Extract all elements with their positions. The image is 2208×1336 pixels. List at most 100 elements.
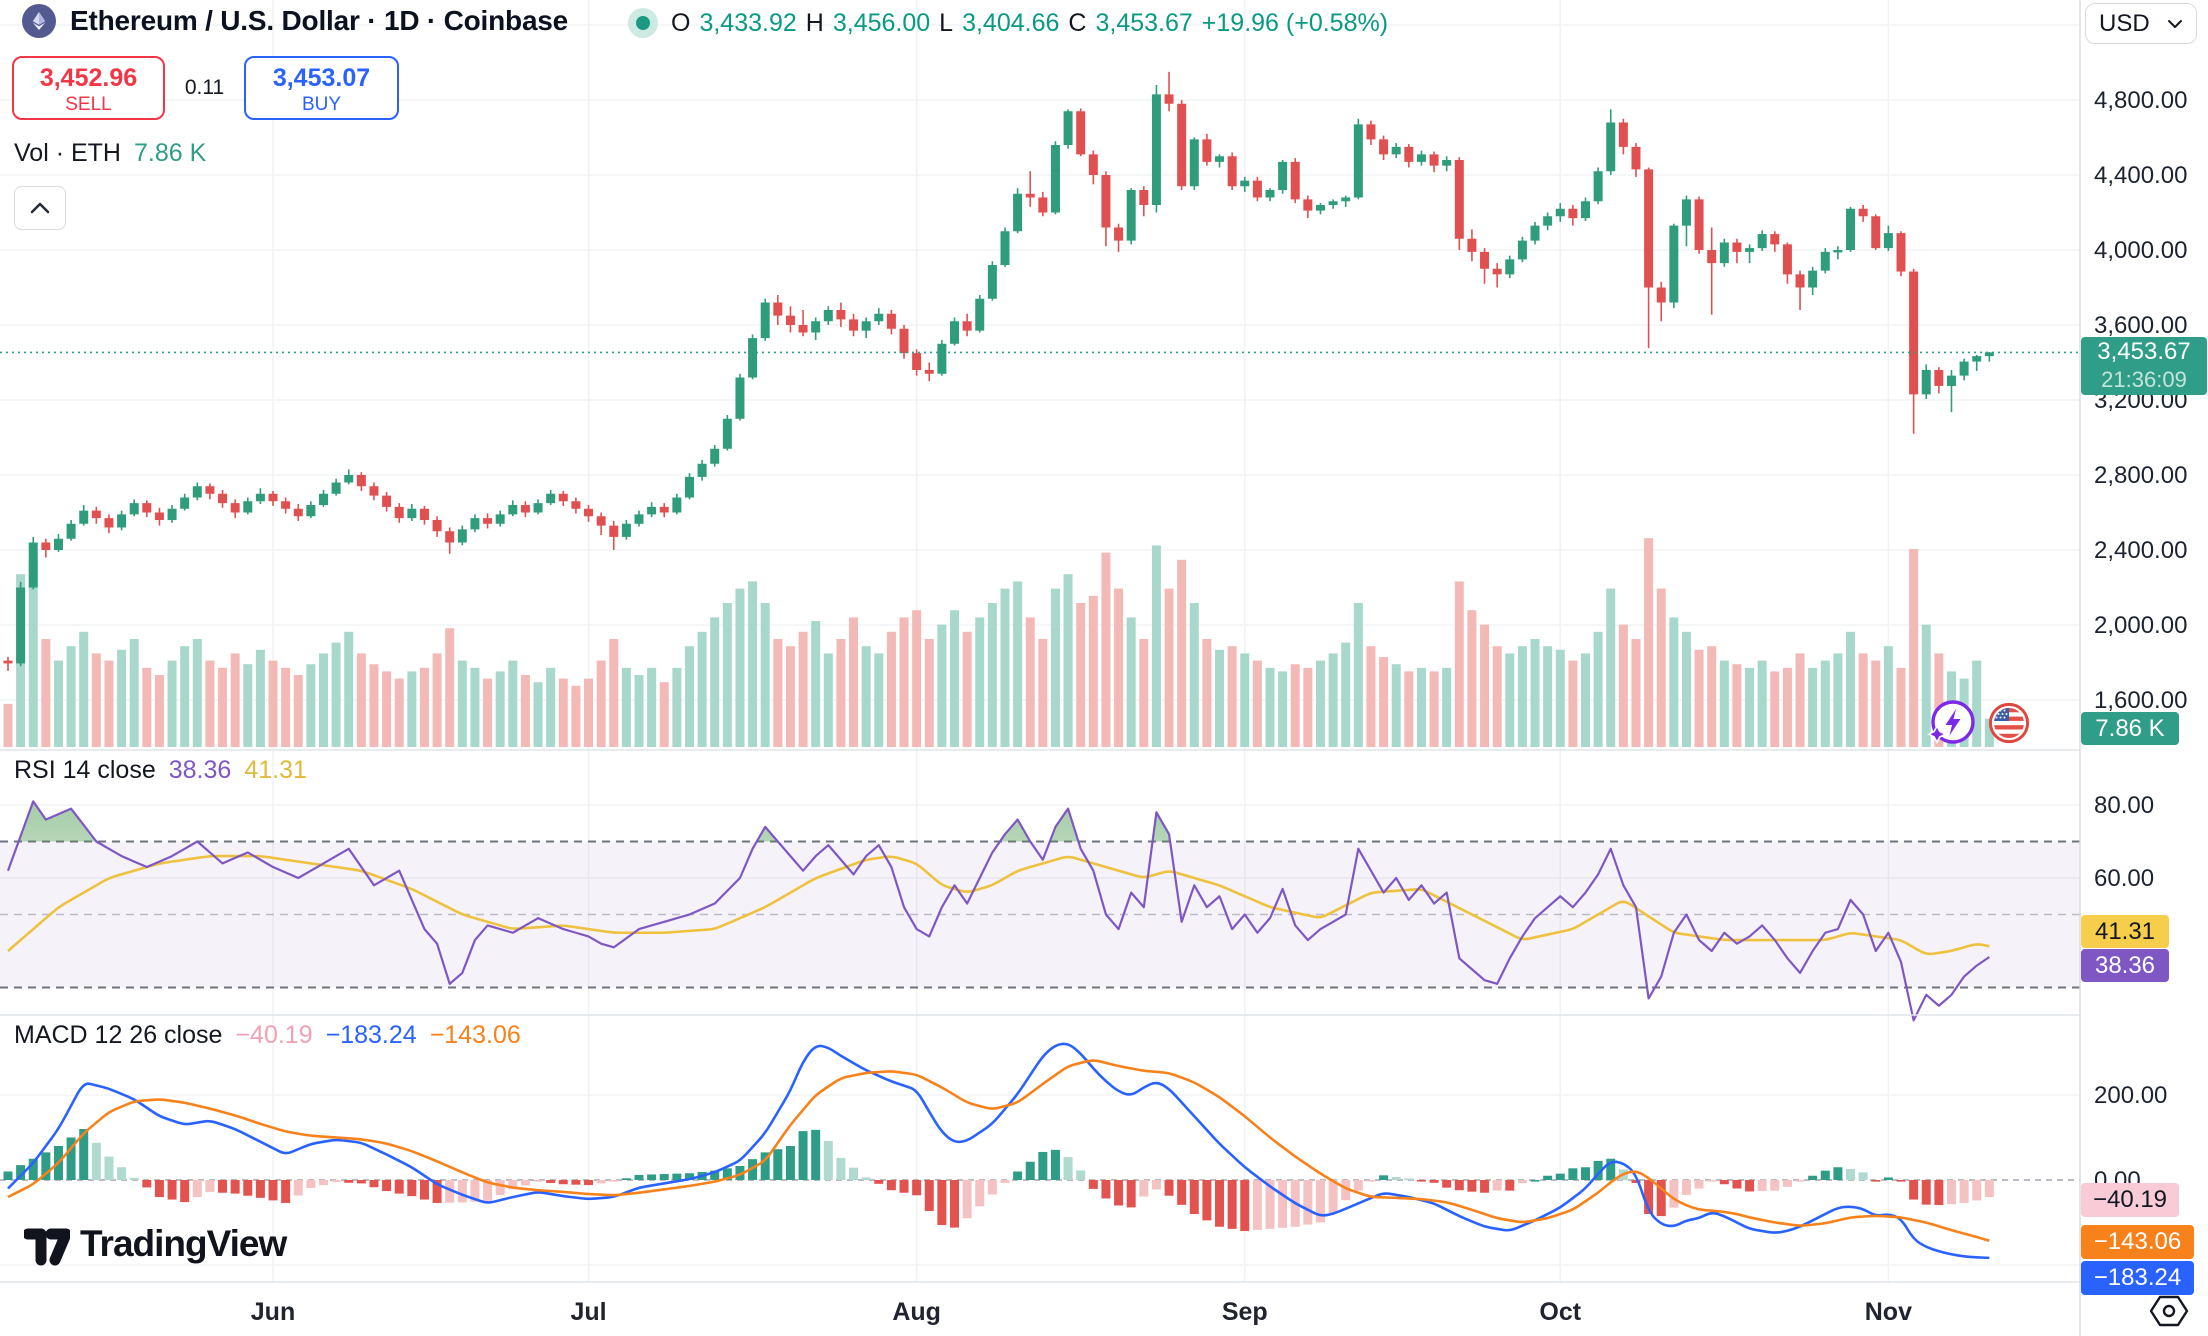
candle bbox=[243, 501, 253, 513]
macd-histogram-bar bbox=[735, 1165, 745, 1180]
symbol-header[interactable]: Ethereum / U.S. Dollar · 1D · Coinbase bbox=[22, 4, 568, 38]
sell-button[interactable]: 3,452.96 SELL bbox=[12, 56, 165, 120]
volume-bar bbox=[1303, 667, 1313, 747]
time-axis-settings-button[interactable] bbox=[2146, 1291, 2192, 1336]
macd-histogram-bar bbox=[1795, 1180, 1805, 1182]
tradingview-logo[interactable]: TradingView bbox=[24, 1222, 287, 1266]
time-axis-month-label[interactable]: Aug bbox=[892, 1298, 941, 1326]
volume-bar bbox=[319, 653, 328, 747]
macd-histogram-bar bbox=[1151, 1180, 1161, 1190]
volume-bar bbox=[1921, 624, 1931, 747]
volume-bar bbox=[748, 581, 758, 747]
candle bbox=[255, 493, 265, 502]
macd-histogram-bar bbox=[1631, 1180, 1641, 1183]
macd-histogram-bar bbox=[1278, 1180, 1288, 1228]
volume-bar bbox=[1063, 574, 1073, 747]
volume-bar bbox=[899, 617, 909, 747]
macd-histogram-bar bbox=[382, 1180, 392, 1192]
volume-bar bbox=[1353, 603, 1363, 747]
macd-histogram-bar bbox=[836, 1157, 846, 1180]
candle bbox=[558, 493, 568, 502]
macd-histogram-bar bbox=[1946, 1180, 1956, 1205]
volume-bar bbox=[735, 588, 745, 747]
macd-histogram-bar bbox=[281, 1180, 291, 1203]
time-axis-month-label[interactable]: Sep bbox=[1222, 1298, 1268, 1326]
rsi-line bbox=[6, 800, 1990, 1022]
flash-trade-icon[interactable] bbox=[1925, 696, 1979, 755]
buy-button[interactable]: 3,453.07 BUY bbox=[244, 56, 399, 120]
candle bbox=[886, 313, 896, 329]
candle bbox=[1543, 216, 1553, 226]
candle bbox=[319, 493, 328, 505]
macd-hist-axis-label: −40.19 bbox=[2081, 1183, 2179, 1217]
candle bbox=[1593, 171, 1603, 202]
macd-histogram-bar bbox=[1442, 1180, 1452, 1188]
volume-bar bbox=[344, 631, 354, 747]
candle bbox=[230, 503, 240, 513]
volume-bar bbox=[659, 682, 669, 747]
volume-bar bbox=[533, 682, 543, 747]
volume-bar bbox=[722, 603, 732, 747]
macd-histogram-bar bbox=[205, 1180, 215, 1192]
volume-bar bbox=[41, 639, 51, 747]
candle bbox=[1215, 156, 1225, 162]
candle bbox=[3, 660, 13, 664]
macd-histogram-bar bbox=[886, 1180, 896, 1191]
currency-value: USD bbox=[2099, 9, 2150, 37]
candle bbox=[647, 506, 657, 515]
time-axis-month-label[interactable]: Oct bbox=[1539, 1298, 1581, 1326]
macd-histogram-bar bbox=[1555, 1173, 1565, 1180]
volume-bar bbox=[1568, 660, 1578, 747]
collapse-pane-button[interactable] bbox=[14, 186, 66, 230]
us-flag-icon[interactable] bbox=[1987, 701, 2031, 750]
macd-histogram-bar bbox=[1315, 1180, 1325, 1223]
volume-legend[interactable]: Vol · ETH 7.86 K bbox=[14, 139, 206, 168]
volume-bar bbox=[1391, 664, 1401, 747]
candle bbox=[836, 310, 846, 320]
candle bbox=[432, 520, 442, 532]
candle bbox=[1896, 233, 1906, 272]
candle bbox=[1303, 199, 1313, 211]
macd-histogram-bar bbox=[419, 1180, 429, 1200]
macd-histogram-bar bbox=[394, 1180, 404, 1194]
macd-histogram-bar bbox=[1480, 1180, 1490, 1193]
macd-legend[interactable]: MACD 12 26 close −40.19 −183.24 −143.06 bbox=[14, 1021, 521, 1050]
volume-bar bbox=[432, 653, 442, 747]
price-axis[interactable] bbox=[2080, 0, 2208, 1336]
macd-histogram-bar bbox=[975, 1180, 985, 1207]
time-axis-month-label[interactable]: Jul bbox=[570, 1298, 606, 1326]
volume-bar bbox=[836, 639, 846, 747]
volume-bar bbox=[1050, 588, 1060, 747]
currency-dropdown[interactable]: USD bbox=[2085, 3, 2197, 44]
candle bbox=[1353, 124, 1363, 198]
volume-bar bbox=[1114, 588, 1124, 747]
candle bbox=[369, 486, 379, 496]
macd-histogram-bar bbox=[659, 1174, 669, 1180]
time-axis-month-label[interactable]: Jun bbox=[251, 1298, 295, 1326]
close-label: C bbox=[1068, 8, 1087, 37]
candle bbox=[1480, 251, 1490, 269]
candle bbox=[1391, 146, 1401, 155]
candle bbox=[1000, 231, 1010, 265]
candle bbox=[293, 508, 303, 517]
volume-bar bbox=[1896, 667, 1906, 747]
volume-bar bbox=[1732, 664, 1742, 747]
volume-bar bbox=[962, 631, 972, 747]
candle bbox=[1909, 271, 1919, 395]
volume-bar bbox=[823, 653, 833, 747]
macd-signal-value: −143.06 bbox=[429, 1021, 521, 1049]
macd-histogram-bar bbox=[1189, 1180, 1199, 1214]
volume-bar bbox=[1530, 639, 1540, 747]
macd-histogram-bar bbox=[1114, 1180, 1124, 1206]
macd-histogram-bar bbox=[28, 1158, 38, 1180]
macd-histogram-bar bbox=[470, 1180, 480, 1202]
candle bbox=[710, 448, 720, 464]
volume-bar bbox=[647, 667, 657, 747]
rsi-legend[interactable]: RSI 14 close 38.36 41.31 bbox=[14, 756, 307, 785]
volume-bar bbox=[672, 667, 682, 747]
volume-bar bbox=[571, 685, 581, 747]
candle bbox=[760, 302, 770, 339]
candle bbox=[1050, 145, 1060, 213]
time-axis-month-label[interactable]: Nov bbox=[1865, 1298, 1912, 1326]
candle bbox=[1669, 225, 1679, 303]
